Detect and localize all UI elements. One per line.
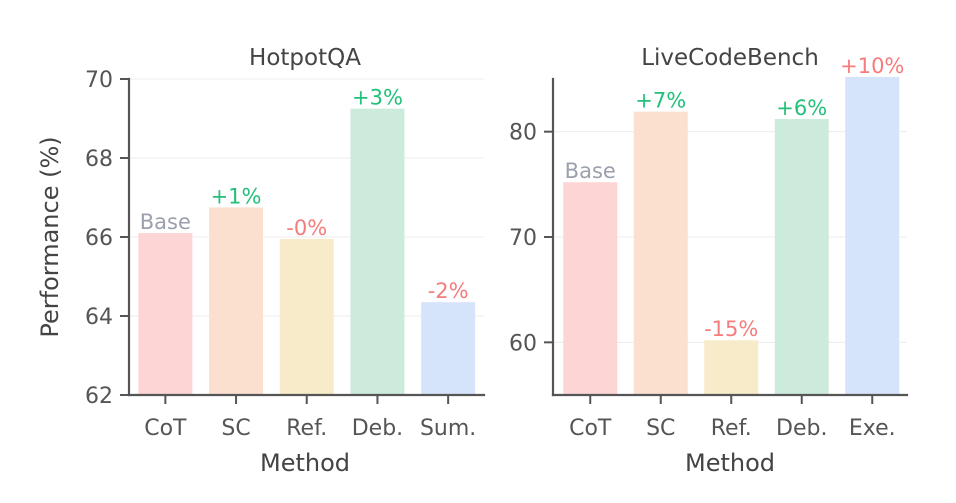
y-tick-label: 64 xyxy=(85,305,113,330)
bar xyxy=(704,340,759,395)
chart-title: LiveCodeBench xyxy=(641,45,819,71)
bar-data-label: -0% xyxy=(286,216,327,240)
x-tick-label: Deb. xyxy=(352,416,403,441)
y-tick-label: 70 xyxy=(85,68,113,93)
bar-data-label: Base xyxy=(140,210,191,234)
bar-data-label: -15% xyxy=(704,317,758,341)
bar xyxy=(279,238,334,395)
bar xyxy=(845,76,900,395)
x-tick-label: CoT xyxy=(144,416,187,441)
x-tick-label: Ref. xyxy=(711,416,752,441)
panel-livecodebench: LiveCodeBench Method 60 70 80 Base CoT +7% SC -… xyxy=(509,45,909,477)
x-tick-label: Deb. xyxy=(776,416,827,441)
bar-data-label: +10% xyxy=(840,54,904,78)
y-tick-label: 80 xyxy=(509,121,537,146)
y-axis-label: Performance (%) xyxy=(36,136,64,337)
x-tick-label: Sum. xyxy=(420,416,476,441)
bar-data-label: +6% xyxy=(776,96,827,120)
bar-data-label: -2% xyxy=(428,279,469,303)
y-tick-label: 62 xyxy=(85,384,113,409)
y-tick-label: 70 xyxy=(509,226,537,251)
bar xyxy=(633,111,688,396)
bar-data-label: +7% xyxy=(635,89,686,113)
y-tick-label: 60 xyxy=(509,331,537,356)
x-tick-label: SC xyxy=(646,416,675,441)
x-tick-label: SC xyxy=(221,416,250,441)
panel-hotpotqa: HotpotQA Performance (%) Method 62 64 66 68… xyxy=(36,45,486,477)
bar-data-label: Base xyxy=(565,159,616,183)
bar-data-label: +1% xyxy=(211,184,262,208)
bar xyxy=(350,108,405,395)
bar xyxy=(421,302,476,395)
bar xyxy=(563,182,618,395)
x-tick-label: Exe. xyxy=(849,416,896,441)
bar xyxy=(138,233,193,395)
y-tick-label: 66 xyxy=(85,226,113,251)
x-axis-label: Method xyxy=(260,449,350,477)
chart-title: HotpotQA xyxy=(249,45,361,71)
y-tick-label: 68 xyxy=(85,147,113,172)
x-tick-label: CoT xyxy=(569,416,612,441)
bar xyxy=(209,207,264,395)
x-axis-label: Method xyxy=(685,449,775,477)
x-tick-label: Ref. xyxy=(286,416,327,441)
bar xyxy=(774,119,829,395)
bar-data-label: +3% xyxy=(352,86,403,110)
